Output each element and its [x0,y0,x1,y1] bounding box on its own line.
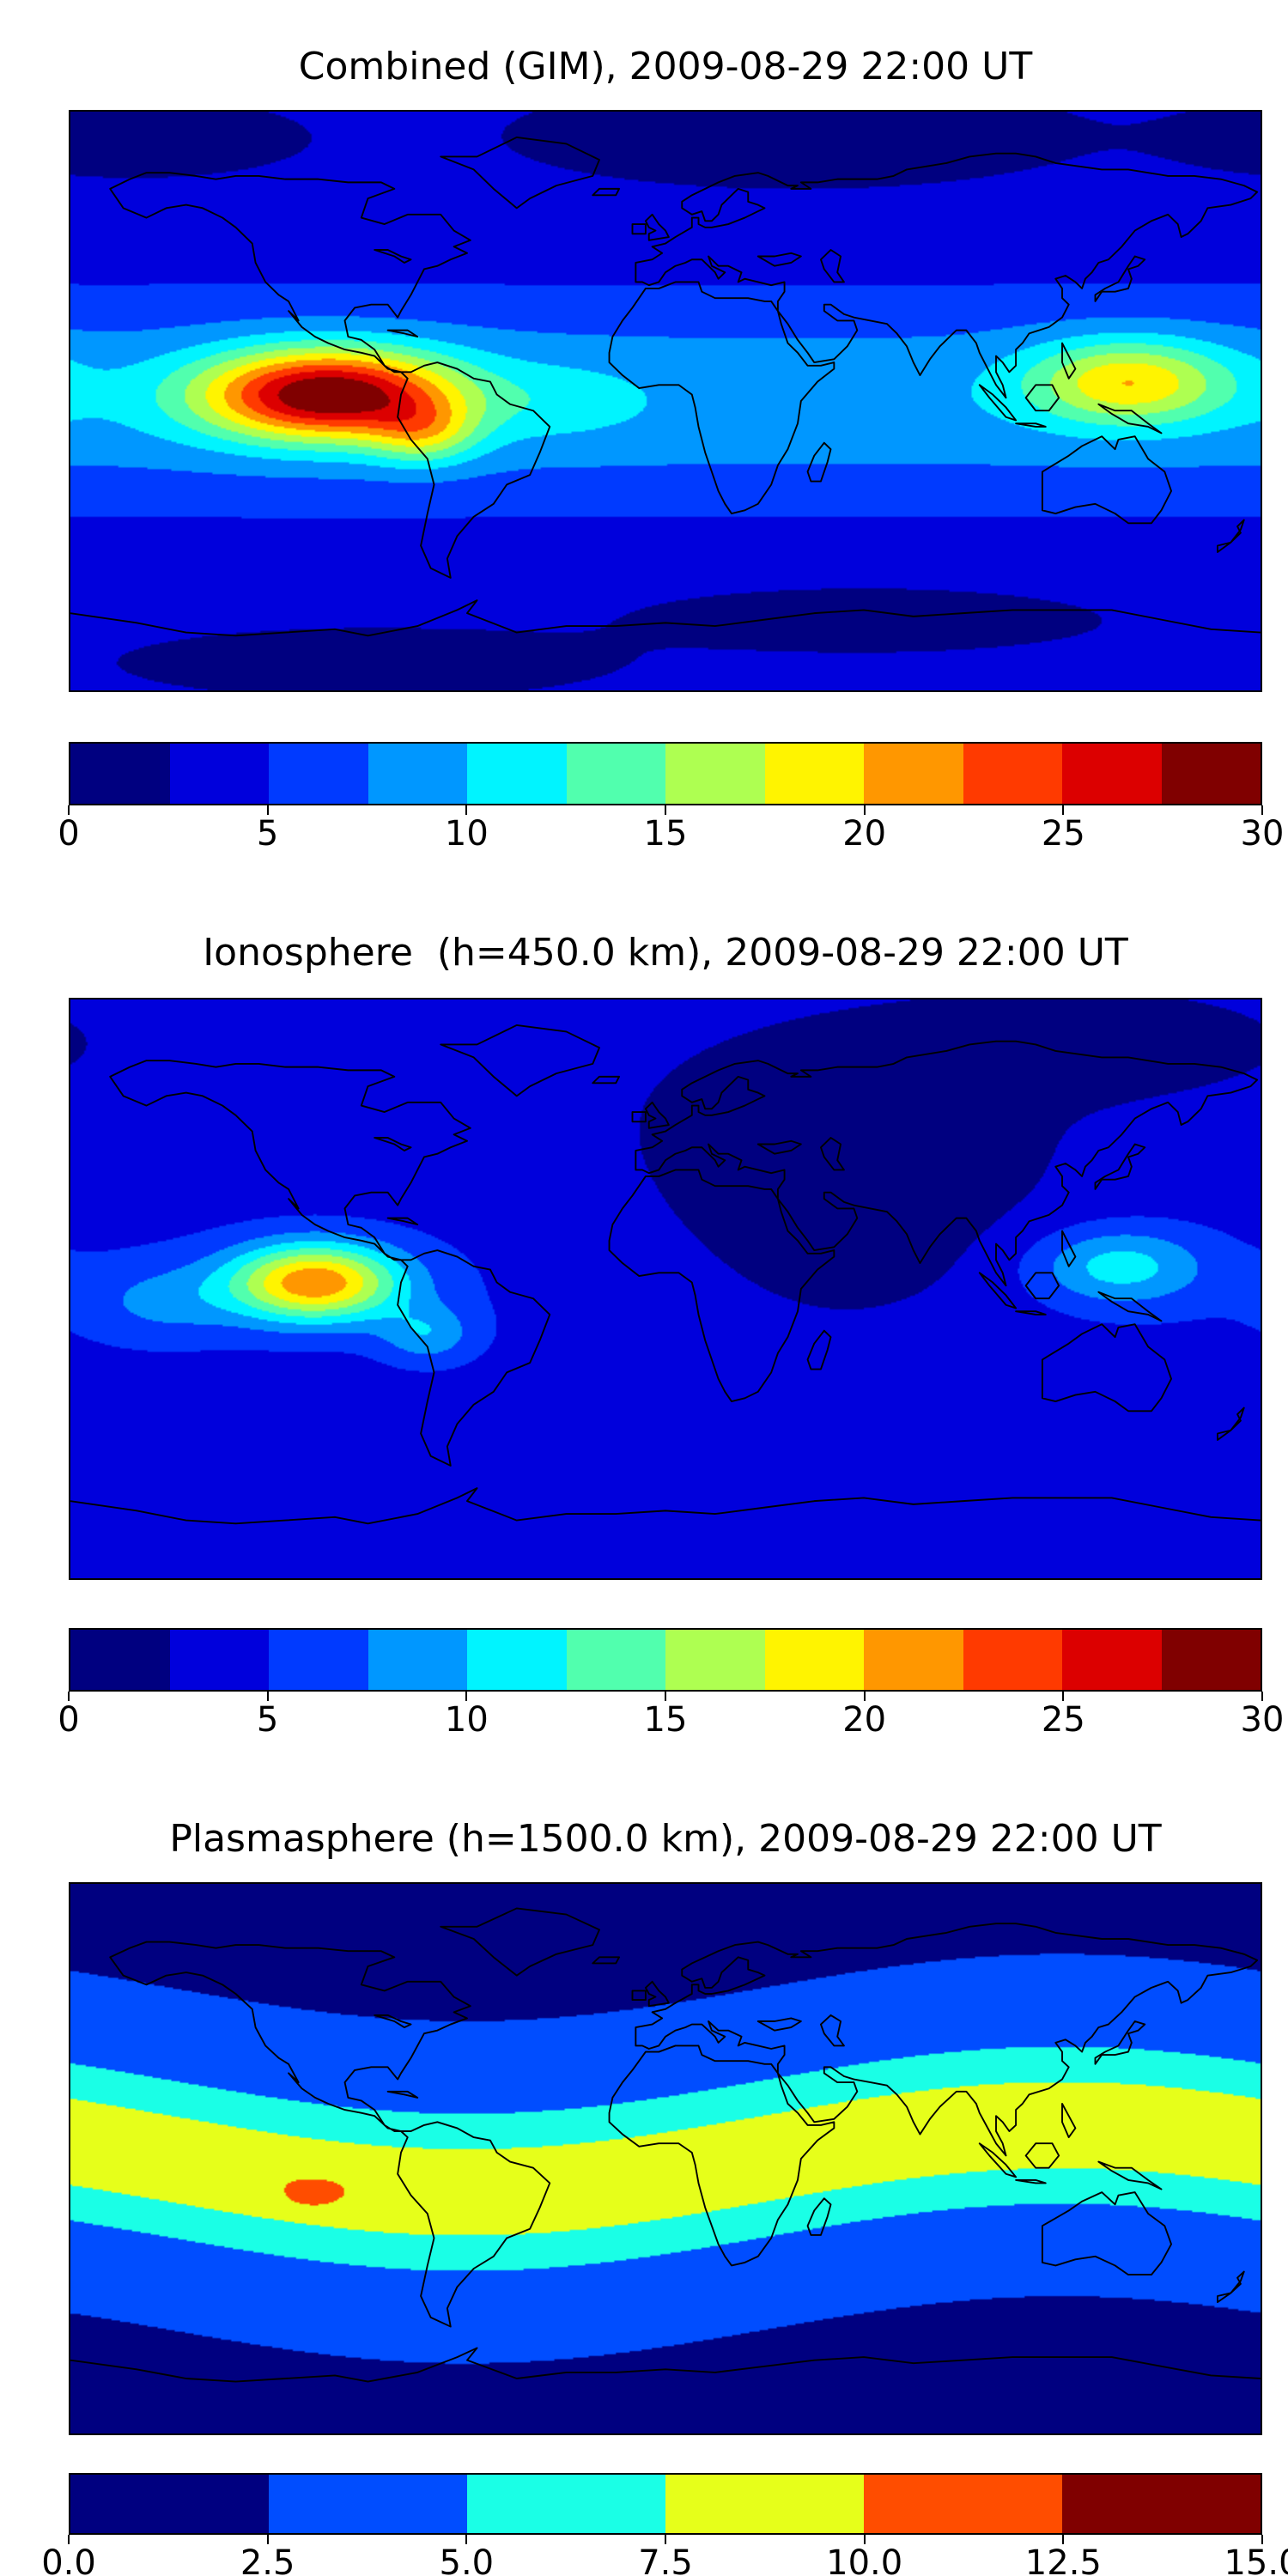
panel-2-colorbar-ticks: 0 5 10 15 20 25 30 [58,1692,1284,1747]
colorbar-tick-label: 30 [1240,814,1285,854]
colorbar-segment [70,744,170,804]
colorbar-tick-mark [465,2535,468,2544]
colorbar-tick-label: 5.0 [439,2543,495,2576]
panel-3-colorbar [69,2473,1262,2535]
colorbar-segment [1062,2475,1261,2533]
colorbar-segment [1062,1630,1162,1690]
colorbar-segment [566,744,665,804]
colorbar-segment [566,1630,665,1690]
coastlines-overlay [70,999,1261,1578]
colorbar-segment [665,2475,864,2533]
tec-contour-canvas [70,1884,1261,2433]
colorbar-tick-label: 30 [1240,1700,1285,1740]
colorbar-segment [764,744,864,804]
colorbar-segment [467,744,567,804]
colorbar-segment [169,1630,269,1690]
colorbar-tick-label: 25 [1041,814,1085,854]
colorbar-tick-mark [465,805,468,815]
colorbar-tick-mark [665,2535,666,2544]
colorbar-segment [70,2475,269,2533]
colorbar-tick-mark [266,1692,269,1701]
colorbar-tick-label: 2.5 [240,2543,295,2576]
tec-contour-canvas [70,999,1261,1578]
colorbar-tick-mark [1261,2535,1263,2544]
colorbar-segment [764,1630,864,1690]
colorbar-segment [467,2475,665,2533]
colorbar-tick-mark [266,805,269,815]
colorbar-segment [1062,744,1162,804]
colorbar-tick-label: 5 [256,1700,279,1740]
panel-1-title: Combined (GIM), 2009-08-29 22:00 UT [298,45,1033,88]
colorbar-tick-mark [863,1692,866,1701]
panel-1-colorbar-ticks: 0 5 10 15 20 25 30 [58,805,1284,860]
colorbar-tick-label: 0 [58,1700,80,1740]
colorbar-tick-label: 20 [842,1700,887,1740]
colorbar-tick-mark [1261,805,1263,815]
colorbar-segment [665,744,765,804]
colorbar-segment [368,1630,467,1690]
colorbar-tick-mark [68,1692,70,1701]
panel-2-title: Ionosphere (h=450.0 km), 2009-08-29 22:0… [203,931,1128,975]
colorbar-tick-mark [665,1692,666,1701]
coastline-path [70,137,1261,635]
colorbar-tick-mark [863,805,866,815]
colorbar-segment [864,744,963,804]
panel-1-colorbar [69,742,1262,805]
colorbar-tick-mark [266,2535,269,2544]
colorbar-tick-mark [465,1692,468,1701]
panel-3-title: Plasmasphere (h=1500.0 km), 2009-08-29 2… [169,1817,1162,1861]
colorbar-tick-mark [68,2535,70,2544]
colorbar-tick-label: 20 [842,814,887,854]
colorbar-segment [169,744,269,804]
colorbar-tick-label: 5 [256,814,279,854]
colorbar-segment [1161,744,1261,804]
colorbar-tick-label: 15 [643,1700,688,1740]
colorbar-tick-label: 12.5 [1024,2543,1102,2576]
panel-3-map [69,1882,1262,2435]
colorbar-tick-label: 15 [643,814,688,854]
coastline-path [70,1908,1261,2381]
colorbar-segment [368,744,467,804]
colorbar-tick-label: 25 [1041,1700,1085,1740]
tec-contour-canvas [70,112,1261,690]
colorbar-segment [269,1630,368,1690]
colorbar-tick-mark [1062,1692,1065,1701]
panel-2-map [69,998,1262,1580]
colorbar-segment [467,1630,567,1690]
coastlines-overlay [70,112,1261,690]
panel-3-colorbar-ticks: 0.0 2.5 5.0 7.5 10.0 12.5 15.0 [41,2535,1288,2576]
colorbar-segment [963,744,1062,804]
colorbar-segment [864,1630,963,1690]
colorbar-tick-label: 15.0 [1224,2543,1288,2576]
colorbar-tick-mark [1062,805,1065,815]
panel-1-map [69,110,1262,692]
colorbar-tick-mark [1261,1692,1263,1701]
colorbar-segment [665,1630,765,1690]
colorbar-tick-mark [68,805,70,815]
colorbar-segment [963,1630,1062,1690]
colorbar-tick-label: 7.5 [638,2543,693,2576]
colorbar-tick-mark [1062,2535,1065,2544]
colorbar-segment [1161,1630,1261,1690]
coastlines-overlay [70,1884,1261,2433]
colorbar-segment [269,2475,467,2533]
colorbar-segment [864,2475,1062,2533]
colorbar-tick-mark [863,2535,866,2544]
panel-2-colorbar [69,1628,1262,1692]
colorbar-tick-label: 10 [444,1700,489,1740]
colorbar-tick-label: 0.0 [41,2543,96,2576]
coastline-path [70,1025,1261,1523]
colorbar-tick-label: 0 [58,814,80,854]
colorbar-tick-mark [665,805,666,815]
colorbar-tick-label: 10.0 [826,2543,903,2576]
colorbar-segment [269,744,368,804]
colorbar-tick-label: 10 [444,814,489,854]
colorbar-segment [70,1630,170,1690]
